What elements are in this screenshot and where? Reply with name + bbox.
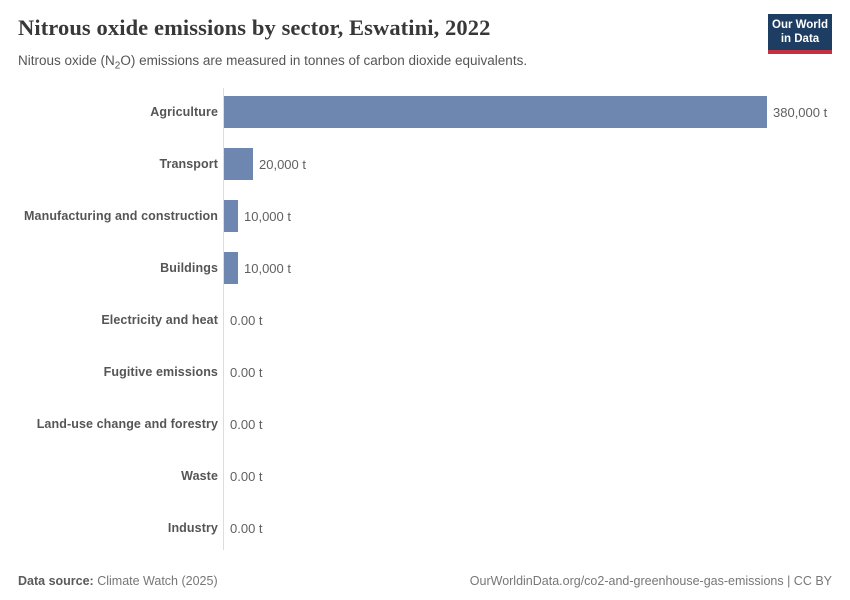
bar-area: 380,000 t	[224, 96, 827, 128]
bar[interactable]	[224, 96, 767, 128]
category-label: Waste	[181, 469, 218, 483]
category-label: Agriculture	[150, 105, 218, 119]
y-axis-line	[223, 88, 224, 550]
owid-logo-line2: in Data	[780, 32, 820, 45]
value-label: 0.00 t	[230, 364, 263, 380]
chart-row: Land-use change and forestry 0.00 t	[0, 398, 850, 450]
value-label: 20,000 t	[259, 156, 306, 172]
chart-footer: Data source: Climate Watch (2025) OurWor…	[18, 574, 832, 588]
chart-row: Agriculture 380,000 t	[0, 86, 850, 138]
category-label: Land-use change and forestry	[36, 417, 218, 431]
value-label: 0.00 t	[230, 416, 263, 432]
chart-row: Manufacturing and construction 10,000 t	[0, 190, 850, 242]
bar[interactable]	[224, 148, 253, 180]
bar[interactable]	[224, 200, 238, 232]
data-source-value: Climate Watch (2025)	[93, 574, 218, 588]
subtitle-subscript: 2	[114, 60, 121, 72]
category-label: Industry	[167, 521, 218, 535]
chart-row: Electricity and heat 0.00 t	[0, 294, 850, 346]
chart-row: Fugitive emissions 0.00 t	[0, 346, 850, 398]
chart-row: Waste 0.00 t	[0, 450, 850, 502]
chart-row: Industry 0.00 t	[0, 502, 850, 554]
owid-logo-line1: Our World	[772, 19, 829, 31]
value-label: 10,000 t	[244, 260, 291, 276]
data-source: Data source: Climate Watch (2025)	[18, 574, 218, 588]
bar-area: 0.00 t	[224, 304, 263, 336]
bar[interactable]	[224, 252, 238, 284]
bar-area: 0.00 t	[224, 356, 263, 388]
value-label: 0.00 t	[230, 312, 263, 328]
data-source-label: Data source:	[18, 574, 94, 588]
owid-logo[interactable]: Our World in Data	[768, 14, 832, 54]
subtitle-text-suffix: O) emissions are measured in tonnes of c…	[120, 53, 528, 68]
value-label: 380,000 t	[773, 104, 828, 120]
category-label: Transport	[159, 157, 218, 171]
bar-area: 0.00 t	[224, 512, 263, 544]
subtitle-text-prefix: Nitrous oxide (N	[18, 53, 115, 68]
owid-link[interactable]: OurWorldinData.org/co2-and-greenhouse-ga…	[469, 574, 832, 588]
bar-chart: Agriculture 380,000 t Transport 20,000 t Man…	[0, 86, 850, 554]
value-label: 0.00 t	[230, 520, 263, 536]
value-label: 10,000 t	[244, 208, 291, 224]
chart-row: Transport 20,000 t	[0, 138, 850, 190]
bar-area: 10,000 t	[224, 252, 291, 284]
bar-area: 0.00 t	[224, 408, 263, 440]
category-label: Buildings	[160, 261, 218, 275]
bar-area: 10,000 t	[224, 200, 291, 232]
bar-area: 0.00 t	[224, 460, 263, 492]
chart-subtitle: Nitrous oxide (N2O) emissions are measur…	[18, 52, 738, 72]
category-label: Fugitive emissions	[103, 365, 218, 379]
category-label: Electricity and heat	[101, 313, 218, 327]
chart-title: Nitrous oxide emissions by sector, Eswat…	[18, 15, 491, 40]
value-label: 0.00 t	[230, 468, 263, 484]
bar-area: 20,000 t	[224, 148, 306, 180]
chart-row: Buildings 10,000 t	[0, 242, 850, 294]
category-label: Manufacturing and construction	[24, 209, 218, 223]
